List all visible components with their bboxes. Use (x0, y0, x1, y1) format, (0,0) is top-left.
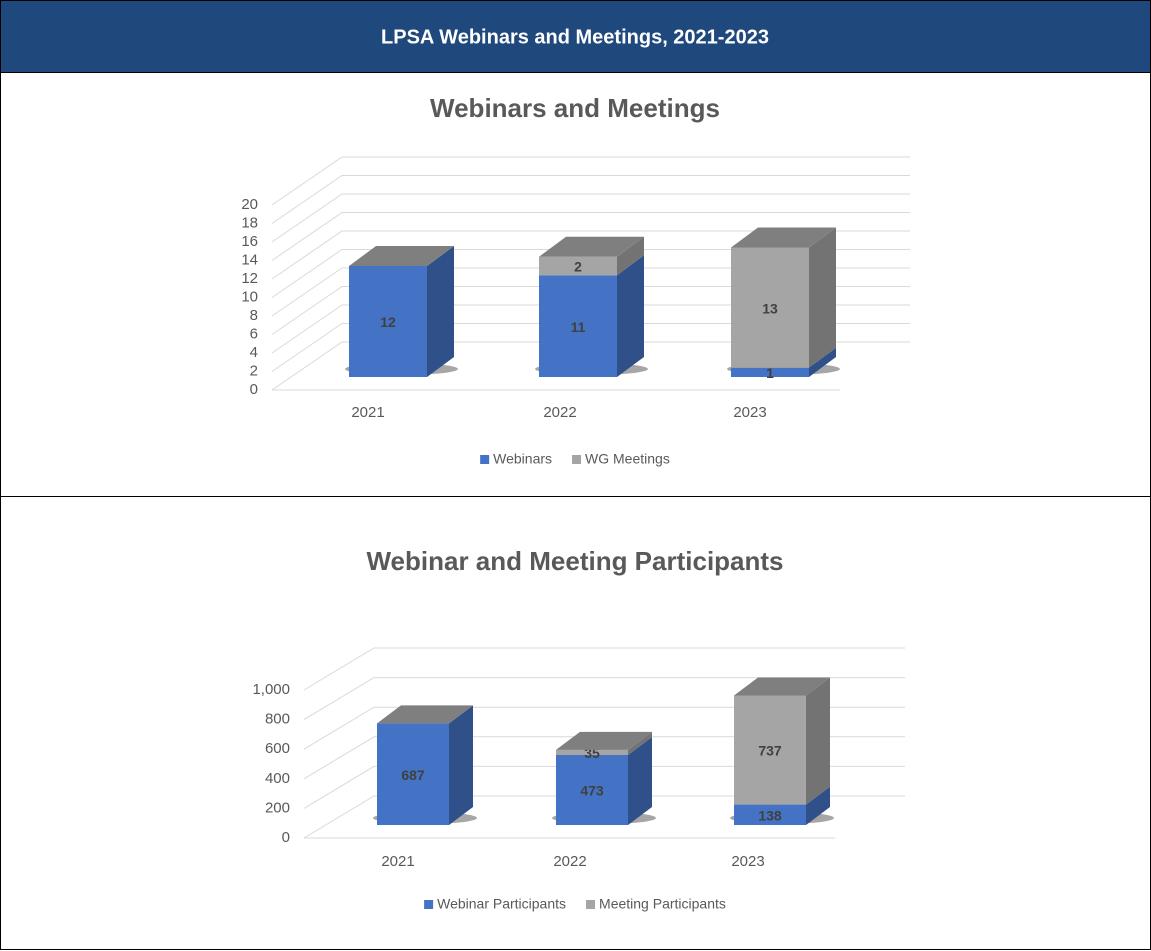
bar-top (734, 677, 830, 696)
legend-label: Webinars (493, 451, 552, 467)
x-tick-label: 2022 (543, 404, 576, 421)
data-label: 737 (758, 743, 782, 759)
y-tick-label: 4 (250, 344, 258, 361)
x-tick-label: 2021 (351, 404, 384, 421)
bar (556, 749, 628, 755)
grid-line (271, 341, 910, 391)
bar-top (539, 236, 644, 257)
grid-line (271, 156, 910, 206)
bar-side (809, 227, 836, 368)
bar-side (617, 255, 644, 377)
legend-label: Meeting Participants (599, 896, 726, 912)
chart-title: Webinar and Meeting Participants (366, 546, 783, 576)
bar (349, 266, 427, 377)
y-tick-label: 6 (250, 325, 258, 342)
legend-swatch (424, 900, 434, 909)
bar-side (617, 236, 644, 276)
bar-side (809, 347, 836, 377)
bar-side (806, 786, 830, 825)
grid-line (303, 706, 905, 750)
grid-line (303, 765, 905, 809)
grid-line (303, 736, 905, 780)
x-tick-label: 2023 (733, 404, 766, 421)
y-tick-label: 2 (250, 362, 258, 379)
chart-title: Webinars and Meetings (430, 93, 720, 123)
bar (731, 367, 809, 377)
x-tick-label: 2022 (553, 853, 586, 870)
header-title: LPSA Webinars and Meetings, 2021-2023 (381, 26, 769, 48)
grid-line (271, 193, 910, 243)
y-tick-label: 20 (241, 196, 258, 213)
x-tick-label: 2021 (381, 853, 414, 870)
bar-side (806, 677, 830, 805)
bar-side (427, 246, 454, 377)
data-label: 12 (380, 314, 396, 330)
bar (539, 256, 617, 276)
grid-line (271, 286, 910, 335)
bar (734, 695, 806, 805)
bar (734, 804, 806, 825)
grid-line (303, 677, 905, 721)
grid-line (271, 230, 910, 280)
grid-line (271, 304, 910, 354)
y-tick-label: 1,000 (252, 681, 290, 698)
grid-line (303, 795, 905, 839)
y-tick-label: 12 (241, 270, 258, 287)
y-tick-label: 600 (265, 740, 290, 757)
y-tick-label: 0 (282, 829, 290, 846)
bar-side (628, 731, 652, 755)
data-label: 2 (574, 259, 582, 275)
legend-swatch (586, 900, 596, 909)
grid-line (271, 212, 910, 261)
grid-line (271, 249, 910, 298)
bar (556, 754, 628, 825)
grid-line (271, 323, 910, 372)
data-label: 138 (758, 807, 782, 823)
bar (731, 247, 809, 368)
bar-top (556, 731, 652, 750)
y-tick-label: 800 (265, 711, 290, 728)
x-tick-label: 2023 (731, 853, 764, 870)
y-tick-label: 18 (241, 214, 258, 231)
legend-swatch (572, 455, 582, 464)
y-tick-label: 200 (265, 799, 290, 816)
data-label: 473 (580, 783, 604, 799)
grid-line (271, 175, 910, 224)
bar-top (377, 705, 473, 724)
y-tick-label: 14 (241, 251, 258, 268)
grid-line (271, 267, 910, 317)
data-label: 13 (762, 300, 778, 316)
y-tick-label: 16 (241, 233, 258, 250)
legend-label: Webinar Participants (437, 896, 566, 912)
y-tick-label: 0 (250, 381, 258, 398)
grid-line (303, 647, 905, 691)
data-label: 1 (766, 365, 774, 381)
bar-top (349, 246, 454, 266)
y-tick-label: 400 (265, 770, 290, 787)
y-tick-label: 10 (241, 288, 258, 305)
y-tick-label: 8 (250, 307, 258, 324)
bar-side (628, 736, 652, 825)
bar-side (449, 705, 473, 825)
bar (539, 275, 617, 377)
header-bar (1, 1, 1150, 72)
bar (377, 723, 449, 825)
legend-label: WG Meetings (585, 451, 670, 467)
legend-swatch (480, 455, 490, 464)
data-label: 11 (571, 319, 586, 335)
bar-top (731, 227, 836, 248)
data-label: 687 (401, 767, 425, 783)
